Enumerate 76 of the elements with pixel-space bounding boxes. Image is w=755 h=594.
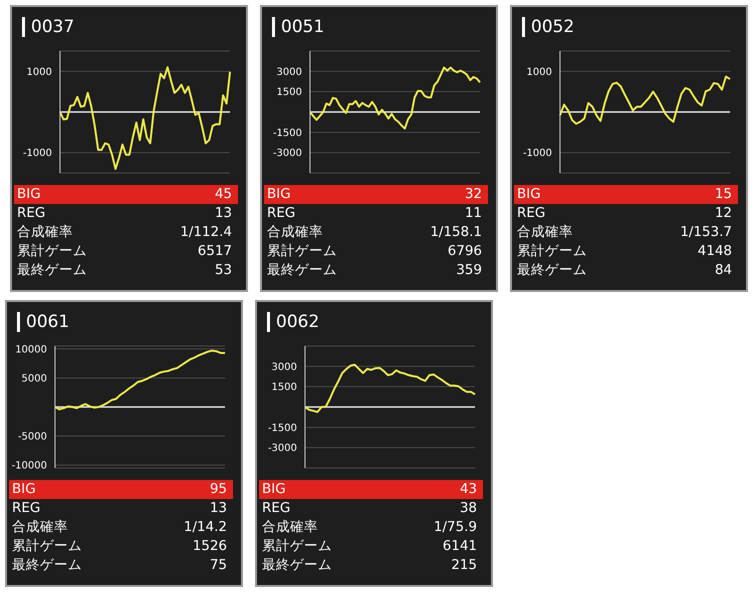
y-tick-label: -1000 bbox=[522, 148, 552, 160]
line-series bbox=[54, 350, 226, 410]
y-tick-label: 1500 bbox=[272, 382, 297, 394]
line-series bbox=[309, 66, 481, 130]
line-series bbox=[59, 66, 231, 170]
text: 95 bbox=[210, 480, 227, 499]
text: 1/112.4 bbox=[180, 223, 232, 242]
y-tick-label: 10000 bbox=[15, 344, 47, 356]
text: 32 bbox=[464, 185, 482, 204]
text: 6517 bbox=[198, 242, 232, 261]
text: REG bbox=[12, 499, 40, 518]
y-tick-label: -5000 bbox=[18, 432, 47, 443]
text: REG bbox=[17, 204, 46, 223]
text: 4148 bbox=[698, 242, 732, 261]
y-tick-label: -3000 bbox=[272, 148, 302, 160]
text: 12 bbox=[714, 204, 732, 223]
text: 359 bbox=[456, 261, 482, 280]
y-tick-label: 3000 bbox=[272, 362, 297, 373]
text: 43 bbox=[460, 480, 477, 499]
text: BIG bbox=[262, 480, 286, 499]
text: 1/158.1 bbox=[430, 223, 482, 242]
text: BIG bbox=[12, 480, 36, 499]
text: 合成確率 bbox=[262, 518, 318, 537]
text: 累計ゲーム bbox=[12, 537, 82, 556]
text: 最終ゲーム bbox=[267, 261, 337, 280]
y-tick-label: -1500 bbox=[268, 422, 297, 434]
text: 最終ゲーム bbox=[17, 261, 87, 280]
y-tick-label: 3000 bbox=[276, 66, 302, 78]
text: 13 bbox=[214, 204, 232, 223]
line-series bbox=[304, 364, 476, 414]
text: 1526 bbox=[192, 537, 227, 556]
text: 75 bbox=[210, 556, 227, 575]
y-tick-label: 1000 bbox=[526, 66, 552, 78]
text: BIG bbox=[267, 185, 291, 204]
line-series bbox=[559, 76, 731, 125]
text: 15 bbox=[714, 185, 732, 204]
text: 1/14.2 bbox=[184, 518, 227, 537]
text: 合成確率 bbox=[12, 518, 68, 537]
chart-title: 0051 bbox=[281, 17, 324, 37]
text: 11 bbox=[464, 204, 482, 223]
text: REG bbox=[267, 204, 296, 223]
chart-title: 0061 bbox=[26, 312, 70, 332]
text: 1/153.7 bbox=[680, 223, 732, 242]
y-tick-label: -1000 bbox=[22, 148, 52, 160]
y-tick-label: 1500 bbox=[276, 87, 302, 98]
y-tick-label: -10000 bbox=[12, 460, 47, 472]
text: 合成確率 bbox=[267, 223, 323, 242]
text: 45 bbox=[214, 185, 232, 204]
text: 1/75.9 bbox=[434, 518, 477, 537]
chart-title: 0037 bbox=[31, 17, 74, 37]
y-tick-label: -3000 bbox=[268, 443, 297, 454]
text: REG bbox=[517, 204, 546, 223]
text: 53 bbox=[214, 261, 232, 280]
text: 最終ゲーム bbox=[517, 261, 587, 280]
y-tick-label: 5000 bbox=[22, 374, 47, 384]
text: 最終ゲーム bbox=[262, 556, 332, 575]
text: 合成確率 bbox=[17, 223, 73, 242]
chart-title: 0052 bbox=[531, 17, 574, 37]
text: 累計ゲーム bbox=[17, 242, 87, 261]
text: BIG bbox=[17, 185, 41, 204]
text: 6796 bbox=[448, 242, 482, 261]
y-tick-label: -1500 bbox=[272, 128, 302, 139]
text: 累計ゲーム bbox=[517, 242, 587, 261]
text: 累計ゲーム bbox=[262, 537, 332, 556]
text: 最終ゲーム bbox=[12, 556, 82, 575]
text: BIG bbox=[517, 185, 541, 204]
text: 6141 bbox=[442, 537, 477, 556]
text: 215 bbox=[451, 556, 477, 575]
text: 合成確率 bbox=[517, 223, 573, 242]
chart-title: 0062 bbox=[276, 312, 320, 332]
text: REG bbox=[262, 499, 290, 518]
text: 38 bbox=[460, 499, 477, 518]
text: 84 bbox=[714, 261, 732, 280]
y-tick-label: 1000 bbox=[26, 66, 52, 78]
text: 累計ゲーム bbox=[267, 242, 337, 261]
text: 13 bbox=[210, 499, 227, 518]
